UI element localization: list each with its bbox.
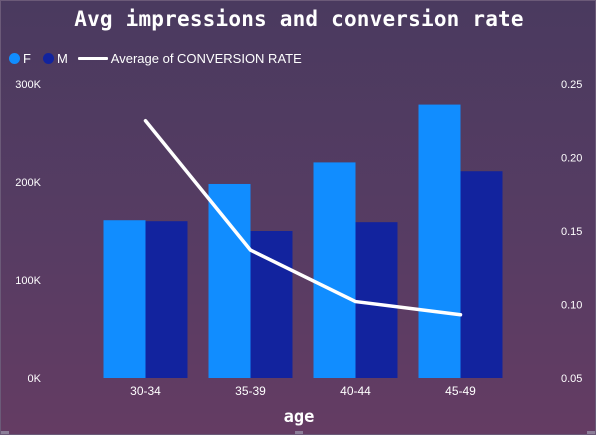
x-tick-label: 30-34 (130, 384, 161, 398)
y-tick-label: 0K (28, 373, 42, 385)
y2-tick-label: 0.15 (561, 226, 582, 238)
y2-tick-label: 0.10 (561, 300, 582, 312)
x-tick-label: 40-44 (340, 384, 371, 398)
resize-handle-bottom-right[interactable] (587, 431, 595, 434)
legend-label-conversion-rate: Average of CONVERSION RATE (110, 50, 302, 66)
bar-m-40-44[interactable] (355, 222, 398, 378)
bar-m-45-49[interactable] (460, 171, 503, 378)
resize-handle-bottom-center[interactable] (295, 431, 303, 434)
bar-f-30-34[interactable] (103, 220, 146, 378)
bar-f-35-39[interactable] (208, 183, 251, 378)
x-tick-label: 45-49 (445, 384, 476, 398)
y-tick-label: 200K (15, 177, 41, 189)
legend-item-m[interactable]: M (42, 50, 68, 66)
legend-swatch-conversion-rate (77, 56, 108, 60)
x-tick-label: 35-39 (235, 384, 266, 398)
legend-label-m: M (56, 50, 68, 66)
bar-m-30-34[interactable] (145, 221, 188, 378)
legend-swatch-f (9, 52, 20, 64)
y-tick-label: 300K (15, 79, 41, 91)
y2-tick-label: 0.25 (561, 79, 582, 91)
legend-label-f: F (23, 50, 31, 66)
legend-item-conversion-rate[interactable]: Average of CONVERSION RATE (77, 50, 302, 66)
y-tick-label: 100K (15, 275, 41, 287)
chart-title: Avg impressions and conversion rate (74, 7, 524, 31)
legend-item-f[interactable]: F (9, 51, 31, 66)
x-axis-label: age (284, 407, 315, 427)
y2-tick-label: 0.20 (561, 153, 582, 165)
bar-f-40-44[interactable] (313, 162, 356, 378)
y2-tick-label: 0.05 (561, 373, 582, 385)
legend: F M Average of CONVERSION RATE (9, 49, 302, 67)
resize-handle-bottom-left[interactable] (1, 431, 9, 434)
bar-m-35-39[interactable] (250, 231, 293, 378)
line-conversion-rate[interactable] (143, 119, 463, 317)
bar-f-45-49[interactable] (418, 104, 461, 378)
legend-swatch-m (42, 52, 54, 64)
